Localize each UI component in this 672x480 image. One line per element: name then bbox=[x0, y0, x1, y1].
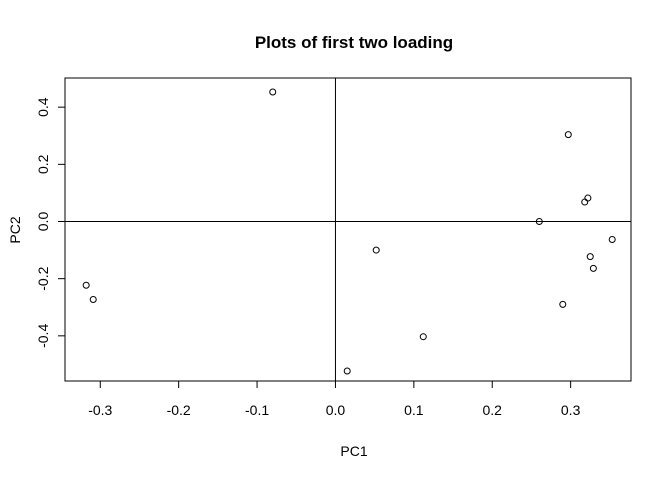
x-tick-label: 0.2 bbox=[483, 402, 503, 418]
reference-lines bbox=[65, 78, 631, 381]
x-tick-label: 0.1 bbox=[404, 402, 424, 418]
data-point bbox=[419, 333, 427, 341]
data-point bbox=[564, 131, 572, 139]
data-point bbox=[343, 367, 351, 375]
data-point bbox=[586, 253, 594, 261]
y-axis-label: PC2 bbox=[7, 216, 23, 243]
y-tick-label: 0.4 bbox=[35, 97, 51, 117]
data-point bbox=[559, 300, 567, 308]
y-tick-label: 0.2 bbox=[35, 154, 51, 174]
x-tick-label: -0.2 bbox=[167, 402, 191, 418]
data-point bbox=[269, 88, 277, 96]
data-point bbox=[89, 296, 97, 304]
data-point bbox=[372, 246, 380, 254]
y-axis: -0.4 -0.2 0.0 0.2 0.4 bbox=[35, 97, 66, 348]
data-point bbox=[82, 281, 90, 289]
x-axis-label: PC1 bbox=[340, 443, 367, 459]
data-point bbox=[535, 217, 543, 225]
x-tick-label: 0.0 bbox=[326, 402, 346, 418]
data-point bbox=[608, 236, 616, 244]
data-point bbox=[584, 194, 592, 202]
x-tick-label: -0.3 bbox=[88, 402, 112, 418]
y-tick-label: 0.0 bbox=[35, 212, 51, 232]
data-point bbox=[581, 198, 589, 206]
x-tick-label: -0.1 bbox=[245, 402, 269, 418]
chart-title: Plots of first two loading bbox=[255, 33, 453, 52]
data-point bbox=[589, 264, 597, 272]
data-points bbox=[82, 88, 616, 375]
y-tick-label: -0.4 bbox=[35, 324, 51, 348]
x-tick-label: 0.3 bbox=[561, 402, 581, 418]
x-axis: -0.3 -0.2 -0.1 0.0 0.1 0.2 0.3 bbox=[88, 380, 581, 418]
plot-frame bbox=[64, 77, 632, 382]
y-tick-label: -0.2 bbox=[35, 266, 51, 290]
